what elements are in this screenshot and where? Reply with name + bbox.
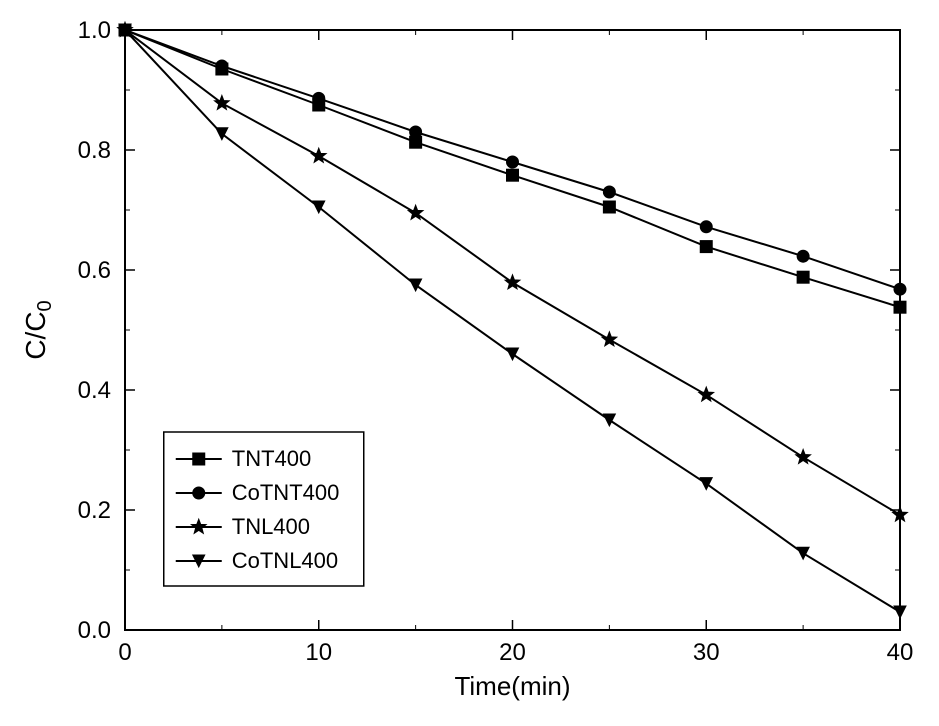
x-tick-label: 10	[305, 639, 332, 666]
marker-circle	[410, 126, 422, 138]
marker-circle	[700, 221, 712, 233]
marker-square	[797, 271, 809, 283]
marker-square	[603, 201, 615, 213]
x-axis-label: Time(min)	[454, 671, 570, 701]
series-TNT400	[119, 24, 906, 313]
y-tick-label: 0.4	[78, 377, 111, 404]
marker-star	[214, 95, 229, 109]
marker-triangle-down	[603, 414, 615, 426]
x-tick-label: 40	[887, 639, 914, 666]
marker-star	[602, 332, 617, 346]
marker-square	[894, 301, 906, 313]
y-tick-label: 0.2	[78, 497, 111, 524]
marker-circle	[193, 487, 205, 499]
legend-item-label: TNT400	[232, 446, 311, 471]
chart-svg: 0 10 20 30 40 0.0 0.2 0.4 0.6 0.8 1.0 Time(min) C/C0…	[0, 0, 939, 726]
marker-triangle-down	[507, 348, 519, 360]
marker-circle	[603, 186, 615, 198]
degradation-chart: 0 10 20 30 40 0.0 0.2 0.4 0.6 0.8 1.0 Time(min) C/C0…	[0, 0, 939, 726]
y-tick-label: 0.6	[78, 257, 111, 284]
marker-square	[507, 169, 519, 181]
marker-circle	[507, 156, 519, 168]
x-tick-label: 20	[499, 639, 526, 666]
legend: TNT400 CoTNT400 TNL400 CoTNL400	[164, 432, 364, 586]
x-tick-label: 0	[118, 639, 131, 666]
marker-circle	[216, 60, 228, 72]
series-CoTNT400	[119, 24, 906, 295]
y-axis-label: C/C0	[20, 300, 56, 359]
marker-circle	[797, 250, 809, 262]
y-tick-label: 0.0	[78, 617, 111, 644]
marker-circle	[313, 92, 325, 104]
y-tick-label: 1.0	[78, 17, 111, 44]
marker-triangle-down	[797, 547, 809, 559]
marker-square	[193, 453, 205, 465]
marker-square	[700, 241, 712, 253]
y-tick-label: 0.8	[78, 137, 111, 164]
marker-circle	[894, 283, 906, 295]
legend-item-label: CoTNT400	[232, 480, 340, 505]
x-tick-label: 30	[693, 639, 720, 666]
marker-triangle-down	[894, 606, 906, 618]
legend-item-label: CoTNL400	[232, 548, 338, 573]
legend-item-label: TNL400	[232, 514, 310, 539]
